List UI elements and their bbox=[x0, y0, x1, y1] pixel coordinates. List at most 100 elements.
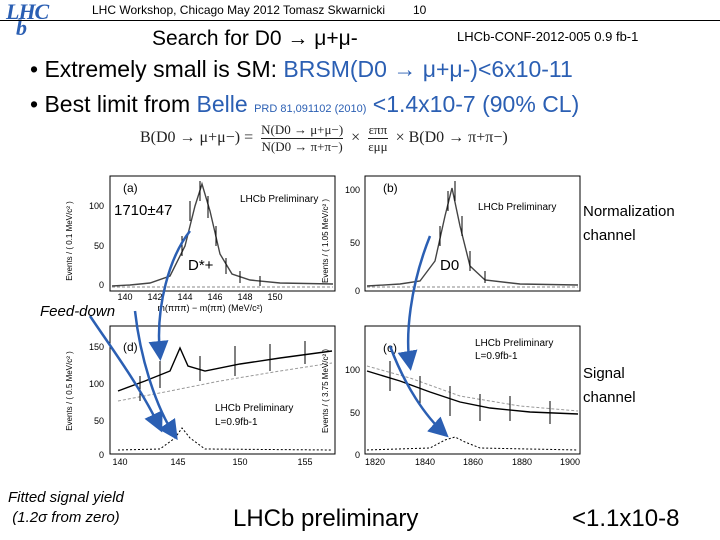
panel-b-ylabel: Events / ( 1.05 MeV/c² ) bbox=[321, 199, 330, 283]
slide-header: LHC Workshop, Chicago May 2012 Tomasz Sk… bbox=[92, 3, 386, 17]
bullet-belle-limit: • Best limit from Belle PRD 81,091102 (2… bbox=[30, 91, 579, 118]
signal-arrow bbox=[388, 345, 449, 438]
panel-a-dstar: (a) LHCb Preliminary 0 50 100 140 142 14… bbox=[65, 175, 336, 313]
panel-c-frame bbox=[109, 325, 336, 455]
panel-d-ytick-50: 50 bbox=[350, 408, 360, 418]
panel-b-tag: (b) bbox=[383, 181, 398, 195]
bullet2-reference: PRD 81,091102 (2010) bbox=[254, 103, 367, 115]
panel-c-ytick-0: 0 bbox=[99, 450, 104, 460]
panel-d-xtick-1880: 1880 bbox=[512, 457, 532, 467]
panel-a-fit-curve bbox=[111, 181, 334, 287]
panel-c-xtick-145: 145 bbox=[170, 457, 185, 467]
signal-label: Signal channel bbox=[583, 365, 636, 406]
panel-d-background bbox=[366, 365, 579, 412]
panel-d-xtick-1860: 1860 bbox=[463, 457, 483, 467]
formula-num: N(D0 → μ+μ−) bbox=[261, 122, 344, 139]
panel-a-xlabel: m(πππ) − m(ππ) (MeV/c²) bbox=[157, 303, 262, 313]
bullet-sm-prediction: • Extremely small is SM: BRSM(D0 → μ+μ-)… bbox=[30, 56, 573, 83]
panel-b-fit-curve bbox=[366, 187, 579, 287]
panel-c-ytick-100: 100 bbox=[89, 379, 104, 389]
panel-b-d0-norm: (b) LHCb Preliminary 0 50 100 Events / (… bbox=[321, 175, 581, 296]
panel-c-ytick-50: 50 bbox=[94, 416, 104, 426]
formula-times: × bbox=[351, 129, 361, 147]
panel-c-xtick-150: 150 bbox=[232, 457, 247, 467]
formula-den: N(D0 → π+π−) bbox=[261, 139, 343, 154]
d0-arrow bbox=[397, 235, 432, 371]
panel-d-lumi: L=0.9fb-1 bbox=[475, 351, 518, 362]
logo-line2: b bbox=[16, 15, 27, 40]
panel-a-ytick-100: 100 bbox=[89, 201, 104, 211]
panel-a-points bbox=[181, 181, 261, 286]
panel-c-points bbox=[139, 341, 306, 401]
panel-b-ytick-50: 50 bbox=[350, 238, 360, 248]
feed-down-label: Feed-down bbox=[40, 303, 116, 320]
panel-b-ytick-0: 0 bbox=[355, 286, 360, 296]
panel-c-ylabel: Events / ( 0.5 MeV/c² ) bbox=[65, 351, 74, 431]
bullet2-text: • Best limit from bbox=[30, 91, 197, 117]
panel-c-background bbox=[117, 362, 333, 402]
d0-label: D0 bbox=[440, 257, 460, 274]
logo-line1: LHC bbox=[6, 0, 49, 24]
mass-fit-plots: (a) LHCb Preliminary 0 50 100 140 142 14… bbox=[65, 175, 581, 467]
bullet2-belle: Belle bbox=[196, 91, 248, 117]
panel-a-xtick-146: 146 bbox=[207, 292, 222, 302]
upper-limit-result: <1.1x10-8 bbox=[572, 505, 680, 532]
panel-d-frame bbox=[364, 325, 581, 455]
panel-d-ytick-100: 100 bbox=[345, 365, 360, 375]
annotation-arrows bbox=[88, 230, 449, 441]
panel-d-fit-curve bbox=[366, 370, 579, 415]
formula-num2: εππ bbox=[368, 122, 388, 139]
panel-a-xtick-148: 148 bbox=[237, 292, 252, 302]
panel-d-d0-signal: (c) LHCb Preliminary L=0.9fb-1 1820 1840… bbox=[321, 325, 581, 467]
panel-c-lumi: L=0.9fb-1 bbox=[215, 417, 258, 428]
panel-c-tag: (d) bbox=[123, 340, 138, 354]
formula-lhs: B(D0 → μ+μ−) = bbox=[140, 129, 254, 147]
panel-d-xtick-1900: 1900 bbox=[560, 457, 580, 467]
dstar-label: D*+ bbox=[188, 257, 214, 274]
fitted-yield-arrow-left bbox=[133, 310, 178, 441]
panel-a-xtick-144: 144 bbox=[177, 292, 192, 302]
panel-a-xtick-142: 142 bbox=[147, 292, 162, 302]
panel-b-preliminary: LHCb Preliminary bbox=[478, 202, 556, 213]
panel-c-xtick-140: 140 bbox=[112, 457, 127, 467]
panel-d-xtick-1820: 1820 bbox=[365, 457, 385, 467]
panel-d-ytick-0: 0 bbox=[355, 450, 360, 460]
panel-a-ytick-0: 0 bbox=[99, 280, 104, 290]
header-divider bbox=[0, 20, 720, 21]
feed-down-arrow bbox=[148, 230, 191, 361]
panel-c-signal-component bbox=[117, 427, 333, 451]
fitted-line1: Fitted signal yield bbox=[8, 489, 124, 506]
panel-a-ylabel: Events / ( 0.1 MeV/c² ) bbox=[65, 201, 74, 281]
panel-d-ylabel: Events / ( 3.75 MeV/c² ) bbox=[321, 349, 330, 433]
normalization-label: Normalization channel bbox=[583, 203, 675, 244]
panel-d-xtick-1840: 1840 bbox=[415, 457, 435, 467]
panel-b-ytick-100: 100 bbox=[345, 185, 360, 195]
fitted-yield-arrow bbox=[88, 315, 163, 433]
panel-c-preliminary: LHCb Preliminary bbox=[215, 403, 293, 414]
branching-ratio-formula: B(D0 → μ+μ−) = N(D0 → μ+μ−) N(D0 → π+π−)… bbox=[140, 122, 700, 164]
formula-fraction-2: εππ εμμ bbox=[368, 122, 388, 155]
formula-fraction-1: N(D0 → μ+μ−) N(D0 → π+π−) bbox=[261, 122, 344, 155]
panel-c-xtick-155: 155 bbox=[297, 457, 312, 467]
lhcb-logo: LHC b bbox=[6, 1, 64, 40]
subtitle-text: Search for D0 → μ+μ- bbox=[152, 27, 358, 50]
panel-c-dstar-signal: (d) LHCb Preliminary L=0.9fb-1 0 50 100 … bbox=[65, 325, 336, 467]
panel-d-preliminary: LHCb Preliminary bbox=[475, 338, 553, 349]
bullet1-value: BRSM(D0 → μ+μ-)<6x10-11 bbox=[283, 56, 573, 82]
panel-c-ytick-150: 150 bbox=[89, 342, 104, 352]
panel-a-preliminary: LHCb Preliminary bbox=[240, 194, 318, 205]
panel-a-ytick-50: 50 bbox=[94, 241, 104, 251]
panel-c-fit-curve bbox=[117, 346, 333, 392]
fitted-line2: (1.2σ from zero) bbox=[12, 509, 120, 526]
yield-label: 1710±47 bbox=[114, 202, 173, 219]
panel-a-tag: (a) bbox=[123, 181, 138, 195]
conf-note: LHCb-CONF-2012-005 0.9 fb-1 bbox=[457, 29, 639, 44]
panel-b-frame bbox=[364, 175, 581, 292]
panel-a-xtick-150: 150 bbox=[267, 292, 282, 302]
fitted-yield-label: Fitted signal yield (1.2σ from zero) bbox=[8, 488, 124, 528]
slide-subtitle: Search for D0 → μ+μ- bbox=[152, 27, 358, 51]
panel-a-frame bbox=[109, 175, 336, 292]
panel-d-signal-component bbox=[366, 436, 579, 451]
page-number: 10 bbox=[413, 3, 427, 17]
panel-d-points bbox=[389, 361, 551, 424]
